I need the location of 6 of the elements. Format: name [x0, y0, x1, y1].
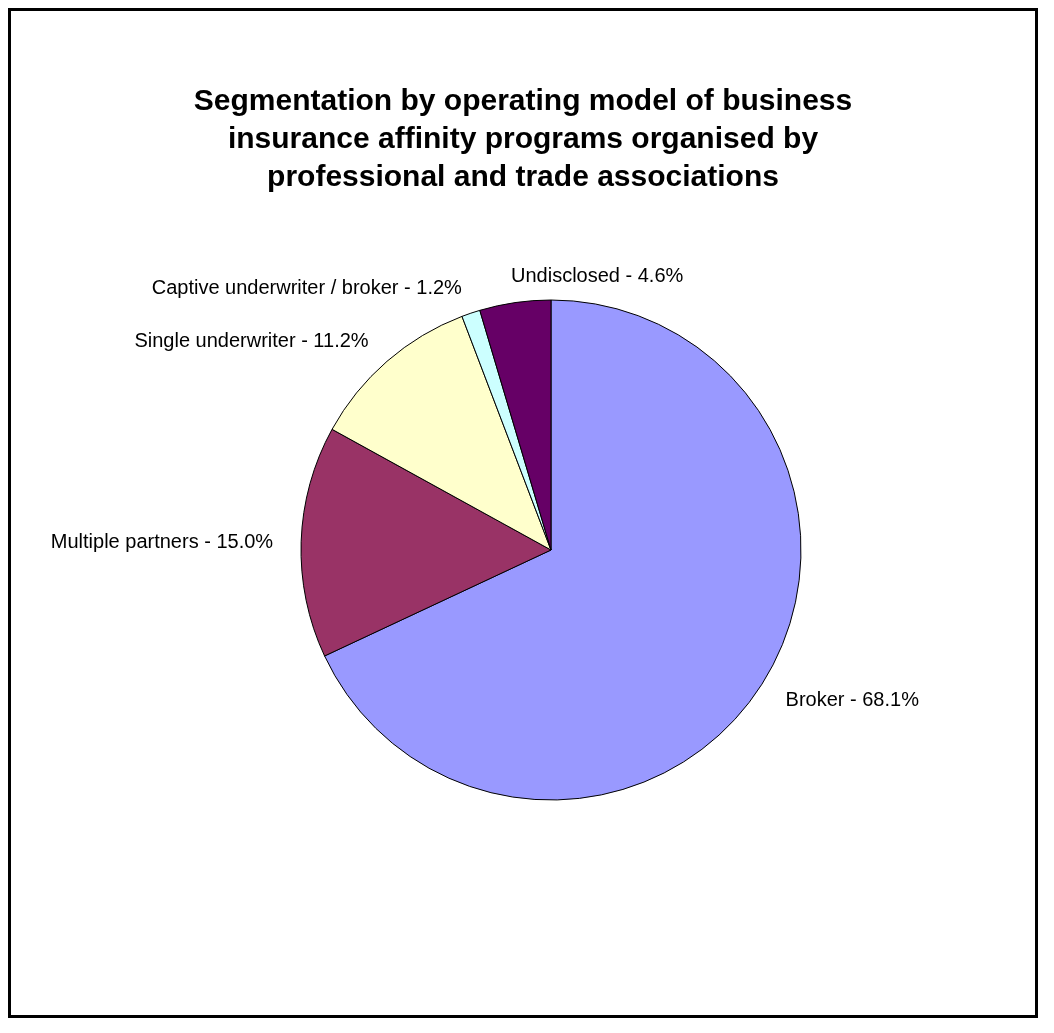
slice-label: Undisclosed - 4.6% — [511, 263, 684, 286]
slice-label: Single underwriter - 11.2% — [134, 329, 369, 352]
chart-title: Segmentation by operating model of business insurance affinity programs organised by professional and trade associations — [192, 82, 854, 194]
slice-label: Multiple partners - 15.0% — [50, 529, 274, 552]
slice-label: Captive underwriter / broker - 1.2% — [151, 275, 463, 298]
slice-label: Broker - 68.1% — [785, 688, 920, 711]
